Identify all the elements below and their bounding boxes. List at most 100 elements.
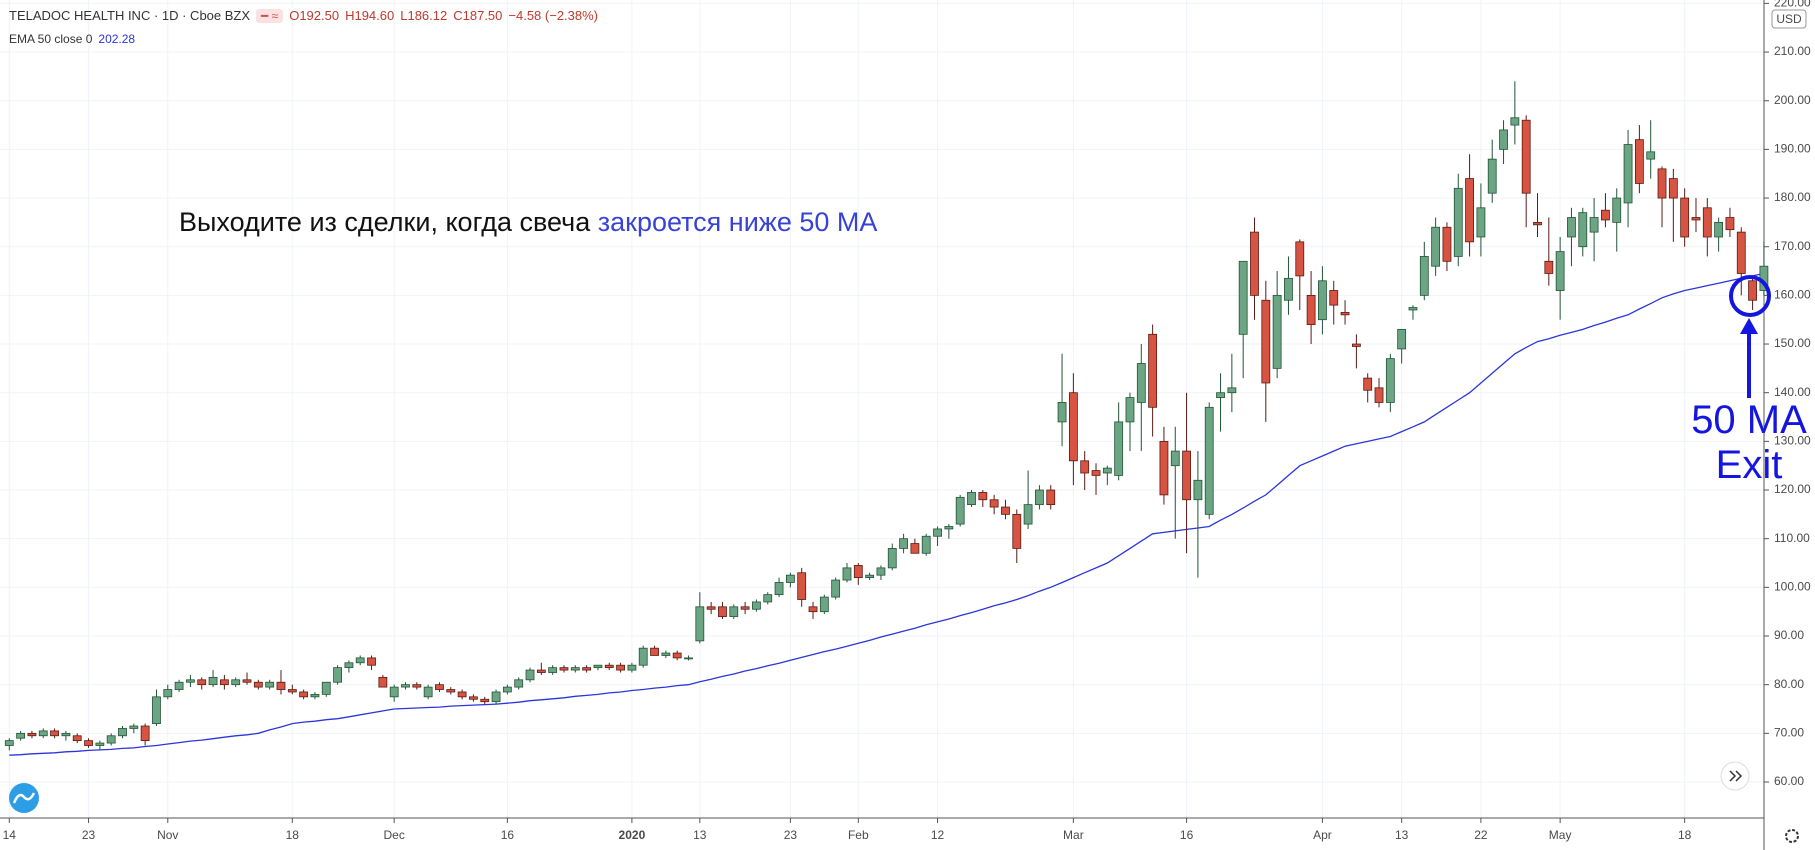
candle-body bbox=[1351, 343, 1361, 347]
candle-body bbox=[129, 725, 139, 729]
candle-body bbox=[672, 652, 682, 659]
candle-body bbox=[287, 689, 297, 693]
candle-body bbox=[1284, 277, 1293, 301]
candle-body bbox=[1714, 221, 1724, 238]
candle-body bbox=[1657, 168, 1667, 199]
x-tick-label: 22 bbox=[1474, 828, 1488, 842]
x-tick-label: 13 bbox=[1395, 828, 1409, 842]
candle-body bbox=[355, 657, 365, 664]
candle-body bbox=[1544, 260, 1554, 274]
candle-body bbox=[650, 647, 659, 656]
candle-body bbox=[785, 574, 795, 583]
candle-body bbox=[197, 679, 207, 686]
candle-body bbox=[50, 730, 59, 737]
candle-body bbox=[967, 492, 976, 506]
candle-body bbox=[1555, 251, 1565, 291]
candle-body bbox=[1318, 280, 1327, 321]
candle-body bbox=[446, 689, 456, 693]
candle-body bbox=[1487, 158, 1497, 194]
candle-body bbox=[1216, 392, 1225, 398]
y-tick-label: 190.00 bbox=[1774, 142, 1811, 156]
candle-body bbox=[831, 579, 841, 598]
y-tick-label: 200.00 bbox=[1774, 93, 1811, 107]
candle-body bbox=[1634, 139, 1644, 184]
candle-body bbox=[95, 742, 105, 746]
y-tick-label: 160.00 bbox=[1774, 288, 1811, 302]
indicator-name: EMA 50 close 0 bbox=[9, 32, 93, 46]
candle-body bbox=[548, 667, 558, 673]
candle-body bbox=[1601, 209, 1610, 221]
ohlc-change: −4.58 (−2.38%) bbox=[508, 8, 599, 23]
candle-body bbox=[887, 548, 897, 569]
candle-body bbox=[933, 528, 942, 537]
candle-body bbox=[208, 676, 218, 686]
y-tick-label: 170.00 bbox=[1774, 239, 1811, 253]
arrow-head bbox=[1740, 318, 1758, 334]
candle-body bbox=[661, 652, 671, 656]
indicator-legend: EMA 50 close 0 202.28 bbox=[9, 32, 135, 46]
candle-body bbox=[853, 565, 863, 579]
candle-body bbox=[480, 698, 490, 703]
x-tick-label: May bbox=[1549, 828, 1572, 842]
candle-body bbox=[582, 667, 592, 671]
candle-body bbox=[1204, 406, 1214, 515]
x-tick-label: 12 bbox=[931, 828, 945, 842]
candle-body bbox=[729, 606, 739, 617]
y-tick-label: 210.00 bbox=[1774, 44, 1811, 58]
candle-body bbox=[1589, 217, 1599, 233]
candle-body bbox=[1408, 307, 1418, 311]
candle-body bbox=[276, 681, 286, 690]
x-tick-label: 16 bbox=[501, 828, 515, 842]
highlight-circle bbox=[1729, 275, 1771, 317]
candle-body bbox=[321, 681, 331, 695]
candle-body bbox=[1499, 129, 1508, 150]
candle-body bbox=[740, 606, 750, 610]
candle-body bbox=[412, 684, 422, 688]
candle-body bbox=[344, 662, 354, 669]
candle-body bbox=[1170, 450, 1180, 467]
candle-body bbox=[899, 538, 908, 549]
candle-body bbox=[752, 601, 761, 610]
x-tick-label: 23 bbox=[784, 828, 798, 842]
y-tick-label: 130.00 bbox=[1774, 434, 1811, 448]
candle-body bbox=[616, 664, 625, 671]
candle-body bbox=[1035, 489, 1044, 506]
x-tick-label: 23 bbox=[82, 828, 96, 842]
candle-body bbox=[38, 730, 48, 737]
ohlc-high: H194.60 bbox=[345, 8, 395, 23]
x-tick-label: 13 bbox=[693, 828, 707, 842]
candle-body bbox=[1340, 312, 1350, 316]
candle-body bbox=[525, 669, 535, 681]
candle-body bbox=[152, 696, 161, 724]
candle-body bbox=[1668, 178, 1678, 199]
y-tick-label: 120.00 bbox=[1774, 482, 1811, 496]
ohlc-open: O192.50 bbox=[289, 8, 340, 23]
x-tick-label: Nov bbox=[157, 828, 178, 842]
candle-body bbox=[1125, 397, 1135, 423]
candle-body bbox=[435, 684, 444, 690]
candle-body bbox=[1046, 489, 1056, 506]
candle-body bbox=[989, 499, 999, 508]
badge[interactable]: ━ ≈ bbox=[256, 8, 284, 23]
candle-body bbox=[1680, 197, 1690, 238]
candle-body bbox=[1442, 226, 1452, 262]
candle-body bbox=[638, 647, 648, 666]
scroll-icon bbox=[1729, 770, 1743, 782]
settings-gear[interactable] bbox=[1785, 829, 1799, 843]
candle-body bbox=[140, 725, 150, 742]
candle-body bbox=[1623, 144, 1633, 204]
candle-body bbox=[1419, 256, 1429, 296]
candle-body bbox=[1148, 333, 1158, 408]
candle-body bbox=[570, 667, 580, 671]
candle-body bbox=[684, 657, 693, 660]
candle-body bbox=[72, 735, 82, 742]
currency-label: USD bbox=[1776, 12, 1802, 26]
y-tick-label: 220.00 bbox=[1774, 0, 1811, 10]
ohlc-low: L186.12 bbox=[400, 8, 448, 23]
candle-body bbox=[299, 691, 309, 698]
candle-body bbox=[1182, 450, 1191, 501]
candle-body bbox=[1080, 460, 1090, 474]
candle-body bbox=[1102, 467, 1112, 474]
